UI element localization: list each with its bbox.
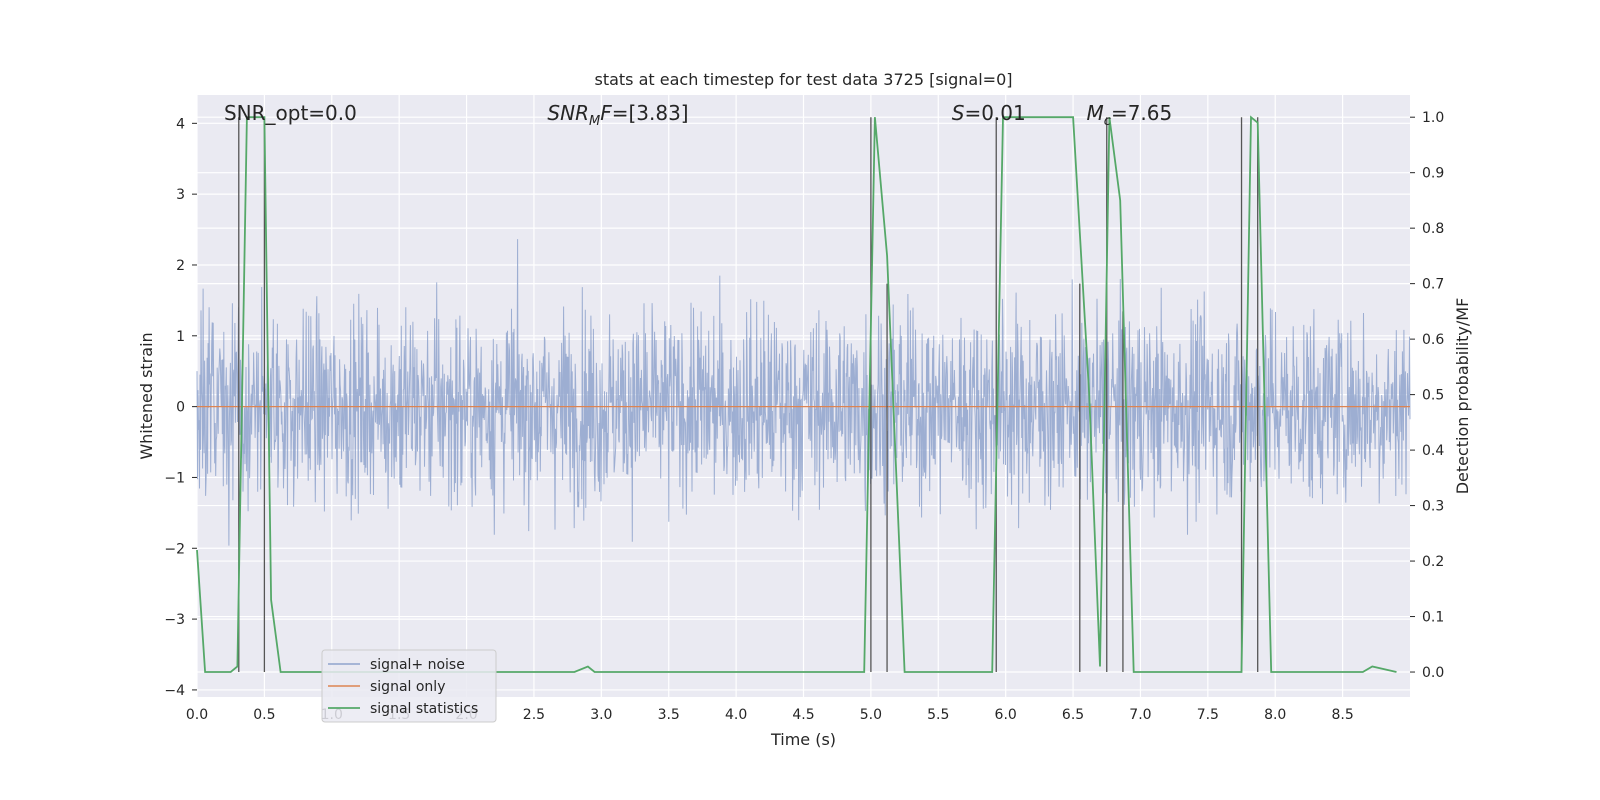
annotation-mc: Mc=7.65 [1087, 101, 1173, 129]
legend-box [321, 649, 497, 723]
signal-statistics-line [196, 115, 1397, 673]
x-tick-label: 8.5 [1331, 707, 1353, 723]
y2-tick-label: 0.8 [1422, 221, 1444, 237]
y2-tick-label: 0.6 [1422, 332, 1444, 348]
y-tick-label: −2 [164, 541, 185, 557]
x-tick-label: 4.5 [792, 707, 814, 723]
y-tick-labels: 4 3 2 1 0 −1 −2 −3 −4 [164, 116, 197, 699]
x-tick-label: 5.5 [927, 707, 949, 723]
x-tick-label: 0.0 [186, 707, 208, 723]
y2-tick-labels: 1.0 0.9 0.8 0.7 0.6 0.5 0.4 0.3 0.2 0.1 0.0 [1410, 110, 1444, 681]
x-tick-label: 0.5 [253, 707, 275, 723]
x-tick-label: 7.0 [1129, 707, 1151, 723]
y2-tick-label: 0.1 [1422, 610, 1444, 626]
signal-noise-series [196, 239, 1411, 546]
y2-tick-label: 1.0 [1422, 110, 1444, 126]
y-tick-label: 2 [176, 258, 185, 274]
y-tick-label: 0 [176, 400, 185, 416]
legend-label: signal only [370, 679, 445, 695]
y-gridlines [197, 122, 1410, 691]
annotations: SNR_opt=0.0 SNRMF=[3.83] S=0.01 Mc=7.65 [224, 101, 1172, 129]
x-tick-label: 8.0 [1264, 707, 1286, 723]
x-tick-label: 7.5 [1197, 707, 1219, 723]
y2-tick-label: 0.7 [1422, 277, 1444, 293]
y-tick-label: −1 [164, 470, 185, 486]
chart-title: stats at each timestep for test data 372… [594, 70, 1012, 89]
x-axis-label: Time (s) [770, 730, 836, 749]
x-tick-label: 5.0 [860, 707, 882, 723]
annotation-snr-mf: SNRMF=[3.83] [547, 101, 688, 129]
y2-tick-label: 0.0 [1422, 665, 1444, 681]
y2-tick-label: 0.4 [1422, 443, 1444, 459]
y-axis-label: Whitened strain [137, 332, 156, 459]
y-tick-label: 3 [176, 187, 185, 203]
x-tick-label: 6.5 [1062, 707, 1084, 723]
y-tick-label: 4 [176, 116, 185, 132]
annotation-s-stat: S=0.01 [952, 101, 1026, 125]
x-tick-label: 3.5 [658, 707, 680, 723]
legend: signal+ noise signal only signal statistic… [321, 649, 497, 723]
legend-label: signal statistics [370, 701, 478, 717]
annotation-snr-opt: SNR_opt=0.0 [224, 101, 357, 125]
signal-statistics-series [196, 115, 1397, 673]
y2-tick-label: 0.3 [1422, 499, 1444, 515]
y2-axis-label: Detection probability/MF [1453, 298, 1472, 495]
x-tick-label: 4.0 [725, 707, 747, 723]
y2-tick-label: 0.2 [1422, 554, 1444, 570]
signal-noise-line [196, 239, 1411, 546]
legend-label: signal+ noise [370, 657, 465, 673]
y2-tick-label: 0.5 [1422, 388, 1444, 404]
y2-tick-label: 0.9 [1422, 166, 1444, 182]
y-tick-label: −3 [164, 612, 185, 628]
detection-vlines [238, 117, 1259, 673]
x-tick-label: 6.0 [995, 707, 1017, 723]
y-tick-label: −4 [164, 683, 185, 699]
y-tick-label: 1 [176, 329, 185, 345]
x-tick-label: 2.5 [523, 707, 545, 723]
x-tick-label: 3.0 [590, 707, 612, 723]
